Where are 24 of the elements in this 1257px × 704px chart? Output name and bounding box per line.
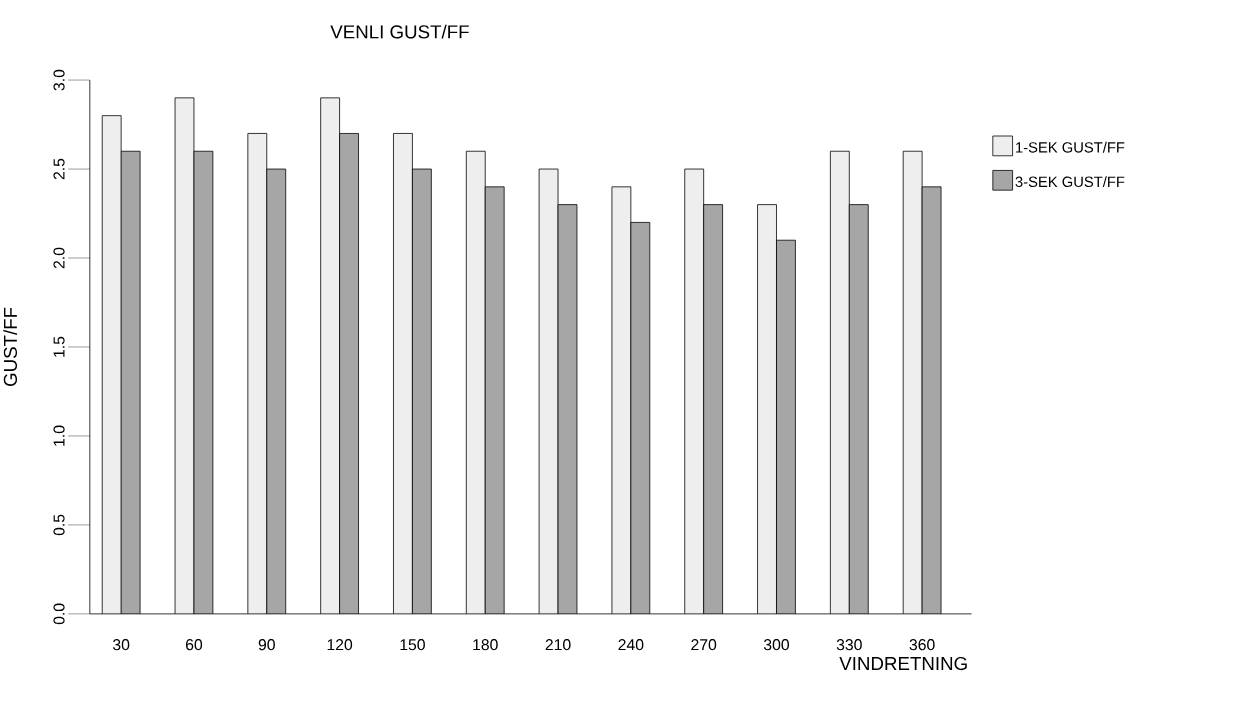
x-tick-label: 120 <box>327 639 353 651</box>
x-tick-label: 240 <box>618 639 644 651</box>
y-tick-label: 1.0 <box>53 425 65 446</box>
y-tick-label: 3.0 <box>53 69 65 91</box>
y-axis-title: GUST/FF <box>3 307 18 387</box>
x-axis-title: VINDRETNING <box>839 656 967 671</box>
y-tick-label: 1.5 <box>53 336 65 357</box>
x-tick-label: 150 <box>400 639 425 651</box>
x-tick-label: 300 <box>763 639 789 651</box>
chart-title: VENLI GUST/FF <box>330 24 469 39</box>
x-tick-label: 360 <box>909 639 935 651</box>
y-tick-label: 2.0 <box>53 247 65 269</box>
y-tick-label: 0.5 <box>53 514 65 536</box>
x-tick-label: 330 <box>836 639 862 651</box>
x-tick-label: 210 <box>545 639 571 651</box>
y-tick-label: 2.5 <box>53 158 65 180</box>
x-tick-label: 90 <box>258 639 275 651</box>
x-tick-label: 270 <box>691 639 717 651</box>
x-tick-label: 180 <box>473 639 498 651</box>
y-tick-label: 0.0 <box>53 603 65 625</box>
legend-label: 3-SEK GUST/FF <box>1015 176 1125 188</box>
x-tick-label: 30 <box>112 639 130 651</box>
legend-label: 1-SEK GUST/FF <box>1016 141 1125 153</box>
x-tick-label: 60 <box>186 639 203 651</box>
